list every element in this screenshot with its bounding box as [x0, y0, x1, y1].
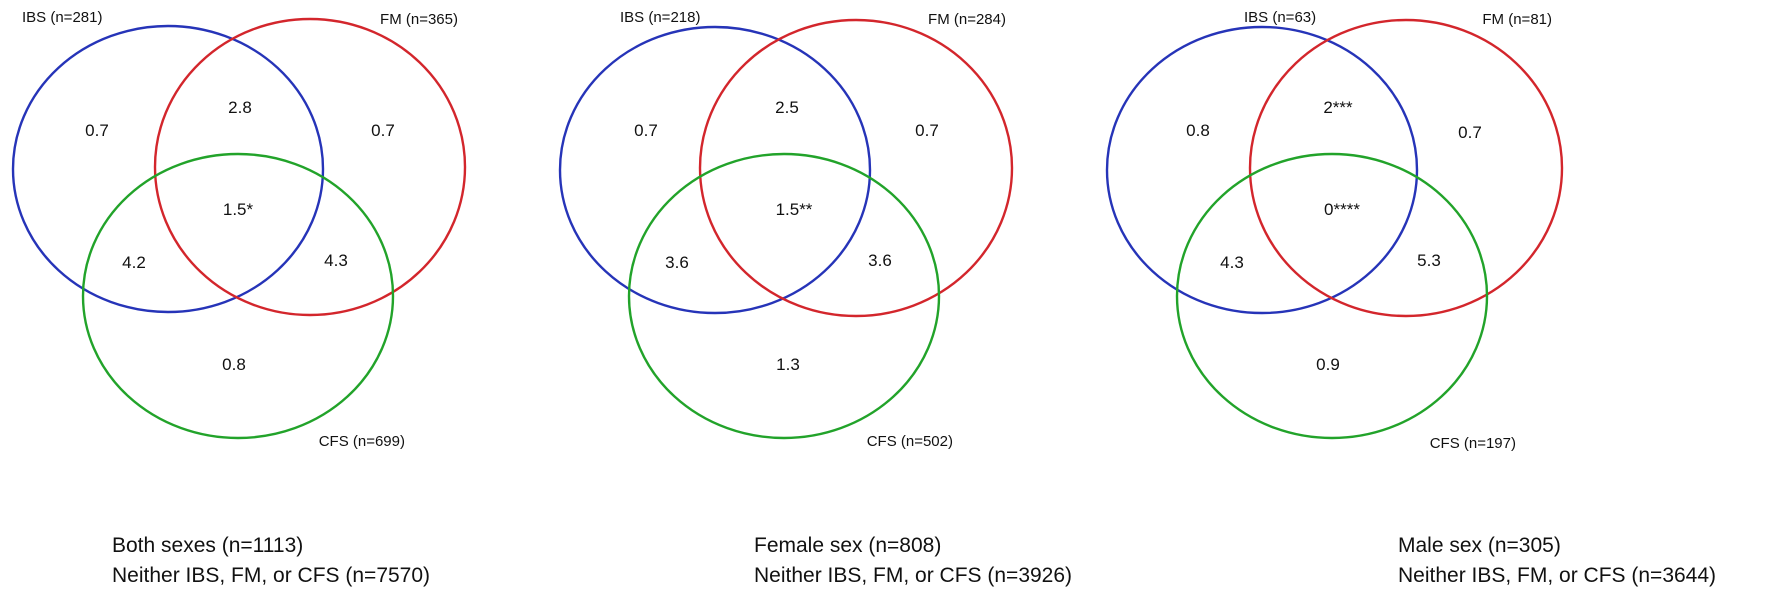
fm-set-label: FM (n=365) [380, 11, 458, 28]
cfs-ellipse [81, 152, 395, 440]
ibs-set-label: IBS (n=218) [620, 9, 700, 26]
region-value-ibs-fm: 2.8 [228, 98, 252, 117]
caption-reference: Neither IBS, FM, or CFS (n=3644) [1398, 564, 1716, 587]
region-value-all-three: 1.5** [776, 200, 813, 219]
region-value-all-three: 0**** [1324, 200, 1360, 219]
caption-group: Female sex (n=808) [754, 534, 941, 557]
ibs-ellipse [11, 24, 325, 314]
venn-panels: IBS (n=281) FM (n=365) CFS (n=699) 0.7 0.7 0.… [11, 9, 1716, 587]
region-value-ibs-only: 0.7 [634, 121, 658, 140]
region-value-fm-cfs: 5.3 [1417, 251, 1441, 270]
fm-ellipse [1248, 18, 1564, 318]
region-value-ibs-only: 0.8 [1186, 121, 1210, 140]
region-value-fm-cfs: 3.6 [868, 251, 892, 270]
region-value-all-three: 1.5* [223, 200, 254, 219]
region-value-cfs-only: 1.3 [776, 355, 800, 374]
caption-group: Male sex (n=305) [1398, 534, 1561, 557]
region-value-fm-cfs: 4.3 [324, 251, 348, 270]
fm-set-label: FM (n=81) [1482, 11, 1552, 28]
region-value-fm-only: 0.7 [371, 121, 395, 140]
venn-panel: IBS (n=218) FM (n=284) CFS (n=502) 0.7 0.7 1.… [558, 9, 1072, 587]
region-value-ibs-cfs: 3.6 [665, 253, 689, 272]
region-value-cfs-only: 0.8 [222, 355, 246, 374]
region-value-ibs-fm: 2.5 [775, 98, 799, 117]
ibs-set-label: IBS (n=63) [1244, 9, 1316, 26]
region-value-fm-only: 0.7 [915, 121, 939, 140]
region-value-cfs-only: 0.9 [1316, 355, 1340, 374]
cfs-set-label: CFS (n=699) [319, 433, 405, 450]
venn-panel: IBS (n=281) FM (n=365) CFS (n=699) 0.7 0.7 0.… [11, 9, 467, 587]
cfs-ellipse [627, 152, 941, 440]
cfs-ellipse [1175, 152, 1489, 440]
fm-set-label: FM (n=284) [928, 11, 1006, 28]
caption-reference: Neither IBS, FM, or CFS (n=3926) [754, 564, 1072, 587]
ibs-ellipse [1105, 25, 1419, 315]
ibs-ellipse [558, 25, 872, 315]
region-value-fm-only: 0.7 [1458, 123, 1482, 142]
venn-panel: IBS (n=63) FM (n=81) CFS (n=197) 0.8 0.7 0.9 2… [1105, 9, 1716, 587]
region-value-ibs-only: 0.7 [85, 121, 109, 140]
caption-reference: Neither IBS, FM, or CFS (n=7570) [112, 564, 430, 587]
ibs-set-label: IBS (n=281) [22, 9, 102, 26]
cfs-set-label: CFS (n=502) [867, 433, 953, 450]
region-value-ibs-fm: 2*** [1323, 98, 1353, 117]
fm-ellipse [153, 17, 467, 317]
fm-ellipse [698, 18, 1014, 318]
cfs-set-label: CFS (n=197) [1430, 435, 1516, 452]
caption-group: Both sexes (n=1113) [112, 534, 303, 557]
region-value-ibs-cfs: 4.2 [122, 253, 146, 272]
region-value-ibs-cfs: 4.3 [1220, 253, 1244, 272]
